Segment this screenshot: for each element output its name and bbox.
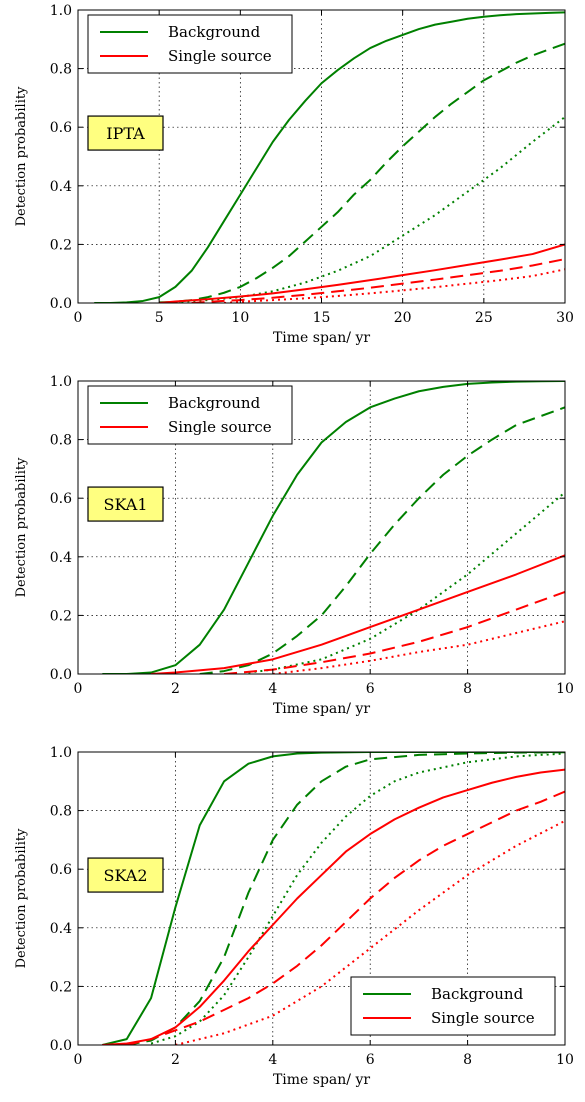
y-axis-label: Detection probability <box>14 828 29 968</box>
x-tick-label: 15 <box>313 310 331 326</box>
legend-label: Single source <box>431 1009 535 1027</box>
annotation-box <box>87 857 164 893</box>
x-tick-label: 0 <box>74 1052 83 1068</box>
series-line-single-source <box>159 243 565 303</box>
series-line-red-dotted <box>175 819 565 1045</box>
legend-label: Background <box>168 23 261 41</box>
series-line-background <box>94 11 565 303</box>
y-tick-label: 0.6 <box>50 120 72 136</box>
x-tick-label: 10 <box>231 310 249 326</box>
series-line-red-dotted <box>272 620 565 674</box>
y-tick-label: 1.0 <box>50 3 72 19</box>
y-tick-label: 0.4 <box>50 921 72 937</box>
x-tick-label: 4 <box>268 681 277 697</box>
legend: Background Single source <box>87 385 293 445</box>
y-tick-label: 0.2 <box>50 608 72 624</box>
annotation-box <box>87 115 164 151</box>
series-line-green-dashed <box>199 406 565 674</box>
legend-box <box>87 385 293 445</box>
y-tick-label: 0.0 <box>50 1038 72 1054</box>
x-tick-label: 2 <box>171 681 180 697</box>
x-tick-label: 0 <box>74 681 83 697</box>
x-tick-label: 20 <box>394 310 412 326</box>
x-tick-label: 30 <box>556 310 574 326</box>
annotation-box <box>87 486 164 522</box>
legend-label: Background <box>168 394 261 412</box>
x-tick-label: 6 <box>366 681 375 697</box>
chart-panel-1: 0 5 10 15 20 25 30 0.0 0.2 0.4 0.6 0.8 1.0 Time span/… <box>14 3 574 346</box>
y-tick-label: 0.0 <box>50 296 72 312</box>
y-axis-label: Detection probability <box>14 457 29 597</box>
y-tick-label: 0.0 <box>50 667 72 683</box>
y-axis-label: Detection probability <box>14 86 29 226</box>
legend: Background Single source <box>87 14 293 74</box>
x-tick-label: 5 <box>155 310 164 326</box>
y-tick-label: 0.4 <box>50 550 72 566</box>
x-tick-label: 8 <box>463 681 472 697</box>
x-axis-label: Time span/ yr <box>273 701 370 717</box>
y-tick-label: 0.4 <box>50 179 72 195</box>
annotation-label: IPTA <box>106 124 145 143</box>
y-tick-label: 1.0 <box>50 374 72 390</box>
x-tick-label: 8 <box>463 1052 472 1068</box>
series-line-red-dotted <box>224 268 565 303</box>
legend: Background Single source <box>350 976 556 1036</box>
plot-frame <box>77 751 566 1046</box>
annotation-label: SKA2 <box>104 866 148 885</box>
series-line-single-source <box>102 768 565 1045</box>
series-line-background <box>102 752 565 1045</box>
x-tick-label: 0 <box>74 310 83 326</box>
x-tick-label: 10 <box>556 1052 574 1068</box>
x-axis-label: Time span/ yr <box>273 1072 370 1088</box>
chart-panel-3: 0 2 4 6 8 10 0.0 0.2 0.4 0.6 0.8 1.0 Time span/ yr De… <box>14 745 574 1088</box>
x-tick-label: 4 <box>268 1052 277 1068</box>
x-axis-label: Time span/ yr <box>273 330 370 346</box>
series-line-green-dotted <box>150 752 565 1045</box>
series-line-single-source <box>150 554 565 674</box>
legend-label: Background <box>431 985 524 1003</box>
legend-box <box>350 976 556 1036</box>
annotation-label: SKA1 <box>104 495 148 514</box>
legend-label: Single source <box>168 47 272 65</box>
y-tick-label: 0.8 <box>50 433 72 449</box>
y-tick-label: 1.0 <box>50 745 72 761</box>
y-tick-label: 0.8 <box>50 804 72 820</box>
x-tick-label: 25 <box>475 310 493 326</box>
y-tick-label: 0.6 <box>50 862 72 878</box>
y-tick-label: 0.2 <box>50 979 72 995</box>
series-line-background <box>102 381 565 674</box>
y-tick-label: 0.8 <box>50 62 72 78</box>
plot-frame <box>77 380 566 675</box>
y-tick-label: 0.6 <box>50 491 72 507</box>
series-line-green-dashed <box>159 42 565 303</box>
x-tick-label: 10 <box>556 681 574 697</box>
x-tick-label: 6 <box>366 1052 375 1068</box>
legend-label: Single source <box>168 418 272 436</box>
y-tick-label: 0.2 <box>50 237 72 253</box>
legend-box <box>87 14 293 74</box>
series-line-green-dashed <box>126 752 565 1045</box>
x-tick-label: 2 <box>171 1052 180 1068</box>
chart-panel-2: 0 2 4 6 8 10 0.0 0.2 0.4 0.6 0.8 1.0 Time span/ yr De… <box>14 374 574 717</box>
series-line-red-dashed <box>224 591 565 674</box>
